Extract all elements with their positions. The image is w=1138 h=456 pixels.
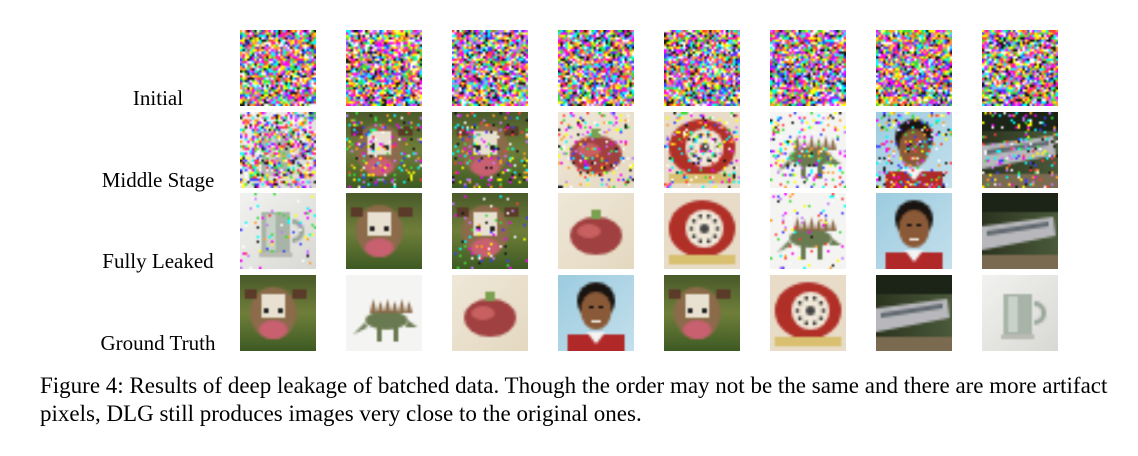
image-mug-r4-c8 xyxy=(982,275,1058,351)
image-telephone-r3-c5 xyxy=(664,193,740,269)
image-noise-r1-c6 xyxy=(770,30,846,106)
image-noise-r1-c4 xyxy=(558,30,634,106)
row-label-ground-truth: Ground Truth xyxy=(100,331,216,355)
image-apple-r4-c3 xyxy=(452,275,528,351)
image-train-r4-c7 xyxy=(876,275,952,351)
image-cow-r4-c5 xyxy=(664,275,740,351)
image-telephone-r4-c6 xyxy=(770,275,846,351)
image-mug-r2-c1 xyxy=(240,112,316,188)
image-cow-r4-c1 xyxy=(240,275,316,351)
row-label-fully-leaked: Fully Leaked xyxy=(102,249,214,273)
image-apple-r3-c4 xyxy=(558,193,634,269)
image-noise-r1-c3 xyxy=(452,30,528,106)
image-cow-r2-c2 xyxy=(346,112,422,188)
image-boy-r4-c4 xyxy=(558,275,634,351)
row-label-middle-stage: Middle Stage xyxy=(101,168,215,192)
image-boy-r2-c7 xyxy=(876,112,952,188)
image-noise-r1-c5 xyxy=(664,30,740,106)
image-noise-r1-c7 xyxy=(876,30,952,106)
image-train-r3-c8 xyxy=(982,193,1058,269)
image-noise-r1-c1 xyxy=(240,30,316,106)
image-dinosaur-r4-c2 xyxy=(346,275,422,351)
row-label-initial: Initial xyxy=(132,86,184,110)
image-telephone-r2-c5 xyxy=(664,112,740,188)
image-cow-r2-c3 xyxy=(452,112,528,188)
image-dinosaur-r2-c6 xyxy=(770,112,846,188)
image-noise-r1-c8 xyxy=(982,30,1058,106)
image-boy-r3-c7 xyxy=(876,193,952,269)
image-noise-r1-c2 xyxy=(346,30,422,106)
image-cow-r3-c2 xyxy=(346,193,422,269)
image-train-r2-c8 xyxy=(982,112,1058,188)
image-dinosaur-r3-c6 xyxy=(770,193,846,269)
image-apple-r2-c4 xyxy=(558,112,634,188)
image-cow-r3-c3 xyxy=(452,193,528,269)
figure-caption: Figure 4: Results of deep leakage of bat… xyxy=(40,373,1108,426)
image-mug-r3-c1 xyxy=(240,193,316,269)
